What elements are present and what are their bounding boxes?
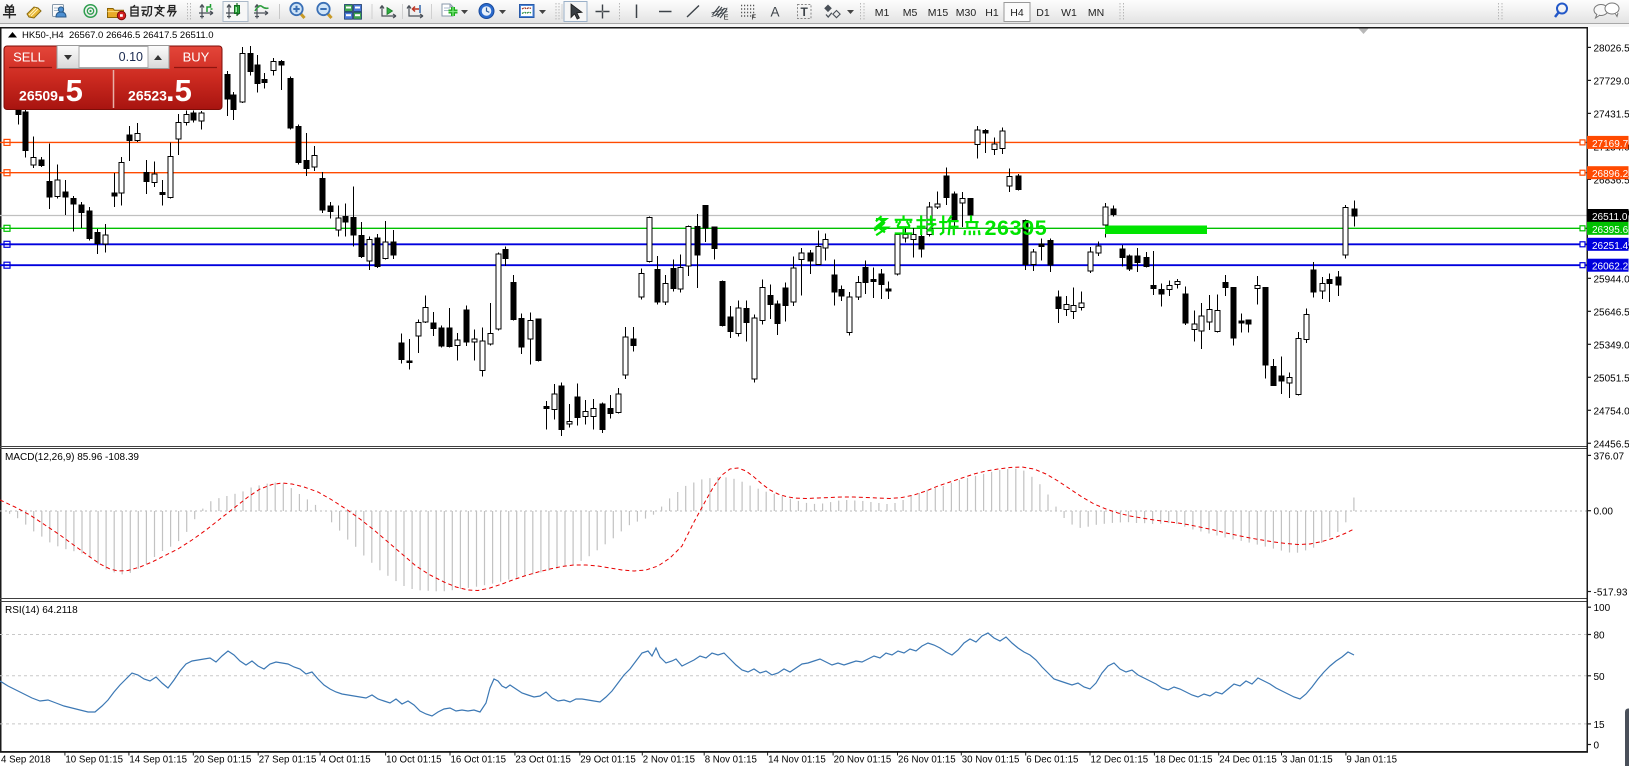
svg-text:6 Dec 01:15: 6 Dec 01:15 (1026, 755, 1078, 766)
svg-text:14 Nov 01:15: 14 Nov 01:15 (768, 755, 826, 766)
svg-text:27 Sep 01:15: 27 Sep 01:15 (259, 755, 317, 766)
svg-text:M5: M5 (903, 7, 918, 19)
svg-text:26509: 26509 (19, 88, 58, 104)
svg-text:24754.0: 24754.0 (1594, 406, 1629, 417)
svg-text:27431.5: 27431.5 (1594, 109, 1629, 120)
svg-text:10 Oct 01:15: 10 Oct 01:15 (386, 755, 441, 766)
svg-text:M30: M30 (956, 7, 977, 19)
svg-text:14 Sep 01:15: 14 Sep 01:15 (129, 755, 187, 766)
svg-text:27169.7: 27169.7 (1592, 139, 1629, 150)
svg-text:20 Sep 01:15: 20 Sep 01:15 (194, 755, 252, 766)
svg-text:15: 15 (1594, 720, 1606, 731)
svg-text:25944.0: 25944.0 (1594, 274, 1629, 285)
svg-text:8 Nov 01:15: 8 Nov 01:15 (705, 755, 757, 766)
svg-text:26395: 26395 (985, 216, 1048, 240)
svg-text:25051.5: 25051.5 (1594, 373, 1629, 384)
svg-text:SELL: SELL (13, 50, 45, 65)
svg-text:10 Sep 01:15: 10 Sep 01:15 (65, 755, 123, 766)
svg-text:9 Jan 01:15: 9 Jan 01:15 (1346, 755, 1397, 766)
svg-text:26896.2: 26896.2 (1592, 169, 1629, 180)
svg-text:.5: .5 (57, 73, 83, 108)
svg-text:30 Nov 01:15: 30 Nov 01:15 (962, 755, 1020, 766)
svg-text:25349.0: 25349.0 (1594, 340, 1629, 351)
svg-text:-517.93: -517.93 (1594, 588, 1628, 599)
svg-text:20 Nov 01:15: 20 Nov 01:15 (834, 755, 892, 766)
svg-text:MACD(12,26,9) 85.96 -108.39: MACD(12,26,9) 85.96 -108.39 (5, 452, 139, 463)
svg-text:0.10: 0.10 (119, 50, 143, 64)
svg-text:28026.5: 28026.5 (1594, 43, 1629, 54)
svg-text:M1: M1 (875, 7, 890, 19)
svg-text:50: 50 (1594, 672, 1606, 683)
svg-text:26 Nov 01:15: 26 Nov 01:15 (898, 755, 956, 766)
svg-text:D1: D1 (1036, 7, 1050, 19)
svg-text:26062.2: 26062.2 (1592, 262, 1629, 273)
svg-text:4 Sep 2018: 4 Sep 2018 (1, 755, 51, 766)
svg-text:HK50-,H4 26567.0 26646.5 2641: HK50-,H4 26567.0 26646.5 26417.5 26511.0 (22, 30, 214, 41)
svg-text:25646.5: 25646.5 (1594, 307, 1629, 318)
svg-text:.5: .5 (166, 73, 192, 108)
svg-text:H1: H1 (985, 7, 999, 19)
svg-text:26511.0: 26511.0 (1592, 212, 1628, 223)
svg-text:A: A (771, 5, 780, 20)
svg-text:2 Nov 01:15: 2 Nov 01:15 (643, 755, 695, 766)
svg-text:M15: M15 (928, 7, 949, 19)
svg-text:4 Oct 01:15: 4 Oct 01:15 (321, 755, 371, 766)
svg-text:W1: W1 (1061, 7, 1077, 19)
svg-text:26251.4: 26251.4 (1592, 241, 1629, 252)
svg-text:3 Jan 01:15: 3 Jan 01:15 (1282, 755, 1333, 766)
svg-text:26395.6: 26395.6 (1592, 225, 1629, 236)
svg-text:12 Dec 01:15: 12 Dec 01:15 (1091, 755, 1149, 766)
svg-text:E: E (724, 13, 729, 22)
svg-text:H4: H4 (1010, 7, 1024, 19)
svg-text:376.07: 376.07 (1594, 451, 1625, 462)
svg-text:26836.5: 26836.5 (1594, 175, 1629, 186)
svg-text:26523: 26523 (128, 88, 167, 104)
svg-text:29 Oct 01:15: 29 Oct 01:15 (580, 755, 635, 766)
svg-text:T: T (801, 5, 809, 19)
svg-text:23 Oct 01:15: 23 Oct 01:15 (515, 755, 570, 766)
svg-text:RSI(14) 64.2118: RSI(14) 64.2118 (5, 605, 78, 616)
svg-text:24 Dec 01:15: 24 Dec 01:15 (1219, 755, 1277, 766)
svg-text:0.00: 0.00 (1594, 507, 1614, 518)
svg-text:BUY: BUY (183, 50, 210, 65)
svg-text:80: 80 (1594, 631, 1606, 642)
svg-text:MN: MN (1088, 7, 1104, 19)
svg-text:24456.5: 24456.5 (1594, 439, 1629, 450)
svg-text:18 Dec 01:15: 18 Dec 01:15 (1155, 755, 1213, 766)
svg-text:0: 0 (1594, 741, 1600, 752)
svg-text:F: F (752, 13, 757, 22)
svg-text:100: 100 (1594, 603, 1611, 614)
svg-text:27729.0: 27729.0 (1594, 76, 1629, 87)
svg-text:16 Oct 01:15: 16 Oct 01:15 (451, 755, 506, 766)
